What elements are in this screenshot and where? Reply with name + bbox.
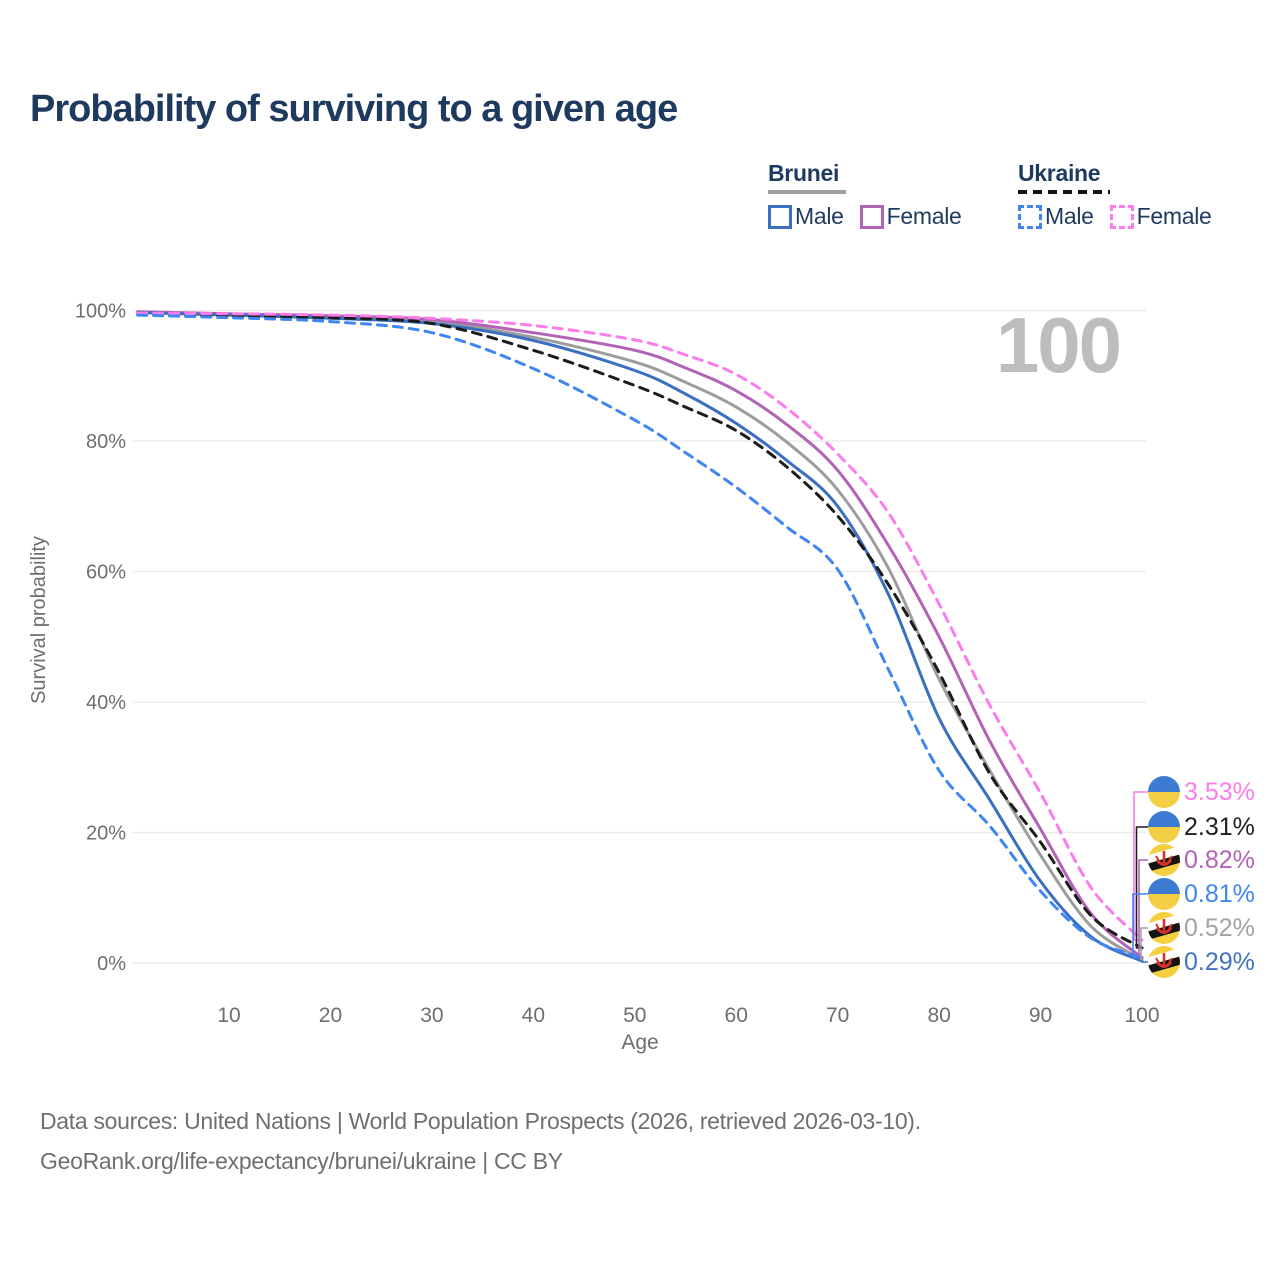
- end-label-value: 0.81%: [1184, 880, 1255, 908]
- legend-item-ukraine-female[interactable]: Female: [1109, 203, 1212, 230]
- series-line-brunei-male[interactable]: [136, 311, 1144, 963]
- legend-row-ukraine: Male Female: [1018, 203, 1228, 230]
- series-line-brunei-both-sexes[interactable]: [136, 310, 1144, 962]
- gridlines: 0% 20% 40% 60% 80% 100%: [75, 301, 1146, 975]
- x-axis-ticks: 10 20 30 40 50 60 70 80 90 100: [217, 1004, 1159, 1027]
- legend-underline-brunei-solid: [768, 190, 846, 194]
- end-label-connector: [1142, 961, 1149, 963]
- footer-data-sources: Data sources: United Nations | World Pop…: [40, 1108, 921, 1134]
- end-label-value: 2.31%: [1184, 813, 1255, 841]
- legend-label-brunei-female: Female: [886, 203, 962, 229]
- series-line-ukraine-both-sexes[interactable]: [136, 312, 1144, 950]
- end-labels: 3.53% 2.31% 0.82% 0.81% 0.52% 0.29%: [1132, 776, 1255, 978]
- x-axis-title: Age: [621, 1031, 658, 1054]
- end-label-value: 0.29%: [1184, 948, 1255, 976]
- y-tick-label: 0%: [97, 953, 126, 975]
- legend-header-brunei: Brunei: [768, 160, 840, 186]
- legend-underline-ukraine-dashed: [1018, 190, 1110, 194]
- legend-swatch-brunei-male[interactable]: [768, 204, 792, 229]
- end-label-value: 3.53%: [1184, 778, 1255, 806]
- legend-item-ukraine-male[interactable]: Male: [1018, 203, 1094, 230]
- y-tick-label: 60%: [86, 562, 126, 584]
- legend-label-brunei-male: Male: [795, 203, 844, 229]
- series-line-ukraine-male[interactable]: [136, 313, 1144, 960]
- y-tick-label: 40%: [86, 692, 126, 714]
- y-axis-title: Survival probability: [28, 536, 50, 704]
- page-title: Probability of surviving to a given age: [30, 88, 678, 130]
- x-tick-label: 60: [725, 1004, 748, 1027]
- end-label-connector: [1140, 927, 1149, 961]
- y-tick-label: 20%: [86, 823, 126, 845]
- x-tick-label: 90: [1029, 1004, 1052, 1027]
- hover-age-watermark: 100: [996, 301, 1120, 389]
- end-label-value: 0.82%: [1184, 846, 1255, 874]
- legend-label-ukraine-male: Male: [1045, 203, 1094, 229]
- x-tick-label: 50: [623, 1004, 646, 1027]
- legend-group-brunei: Brunei Male Female: [768, 160, 978, 230]
- series-lines: [136, 310, 1144, 963]
- x-tick-label: 100: [1124, 1004, 1159, 1027]
- end-label-value: 0.52%: [1184, 914, 1255, 942]
- series-line-brunei-female[interactable]: [136, 310, 1144, 960]
- brunei-flag-icon: [1144, 912, 1184, 944]
- x-tick-label: 30: [420, 1004, 443, 1027]
- x-tick-label: 10: [217, 1004, 240, 1027]
- x-tick-label: 70: [826, 1004, 849, 1027]
- legend-swatch-brunei-female[interactable]: [859, 204, 884, 229]
- brunei-flag-icon: [1144, 844, 1184, 876]
- y-tick-label: 100%: [75, 301, 126, 323]
- legend-label-ukraine-female: Female: [1136, 203, 1212, 229]
- end-label-connector: [1132, 893, 1149, 959]
- ukraine-flag-icon: [1148, 776, 1180, 808]
- legend-header-ukraine: Ukraine: [1018, 160, 1101, 186]
- footer-attribution-link: GeoRank.org/life-expectancy/brunei/ukrai…: [40, 1148, 563, 1174]
- x-tick-label: 40: [522, 1004, 545, 1027]
- legend-row-brunei: Male Female: [768, 203, 978, 230]
- series-line-ukraine-female[interactable]: [136, 311, 1144, 942]
- ukraine-flag-icon: [1148, 878, 1180, 910]
- legend-group-ukraine: Ukraine Male Female: [1018, 160, 1228, 230]
- x-tick-label: 20: [319, 1004, 342, 1027]
- legend-item-brunei-female[interactable]: Female: [859, 203, 962, 230]
- brunei-flag-icon: [1144, 946, 1184, 978]
- legend-swatch-ukraine-male[interactable]: [1018, 204, 1042, 229]
- ukraine-flag-icon: [1148, 811, 1180, 843]
- legend-swatch-ukraine-female[interactable]: [1109, 204, 1134, 229]
- x-tick-label: 80: [927, 1004, 950, 1027]
- legend-item-brunei-male[interactable]: Male: [768, 203, 844, 230]
- y-tick-label: 80%: [86, 431, 126, 453]
